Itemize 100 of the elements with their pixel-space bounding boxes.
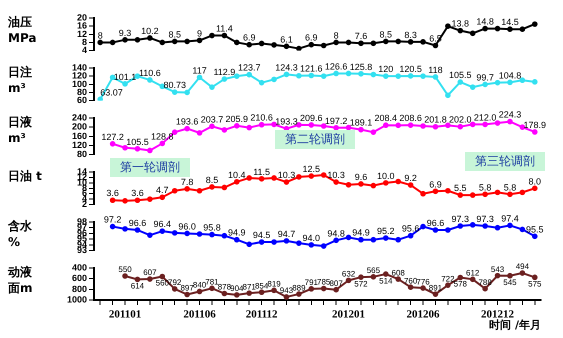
data-label: 6.9 [305, 32, 318, 43]
data-label: 560 [156, 278, 170, 288]
point [432, 74, 438, 80]
y-tick-label: 60 [76, 95, 87, 106]
data-label: 9.2 [404, 173, 417, 184]
data-label: 94.8 [327, 228, 345, 238]
point [520, 226, 526, 232]
point [532, 129, 538, 135]
y-tick-label: 16 [76, 20, 87, 31]
data-label: 543 [490, 264, 505, 274]
point [482, 191, 488, 198]
point [184, 126, 190, 132]
point [358, 40, 364, 46]
point [258, 176, 264, 182]
data-label: 13.8 [452, 18, 470, 29]
point [308, 286, 314, 292]
data-label: 105.5 [126, 136, 149, 147]
data-label: 97.3 [476, 214, 494, 224]
point [532, 21, 538, 27]
point [196, 188, 202, 194]
point [159, 194, 166, 200]
point [284, 179, 290, 185]
point [532, 234, 538, 240]
data-label: 12.5 [302, 164, 320, 174]
point [308, 173, 314, 179]
data-label: 95.2 [377, 226, 395, 236]
x-tick-label: 201201 [332, 308, 366, 320]
point [520, 270, 526, 276]
point [445, 23, 451, 29]
data-label: 178.9 [524, 120, 546, 130]
point [296, 240, 302, 246]
point [457, 274, 464, 280]
point [184, 186, 190, 192]
point [172, 230, 178, 236]
point [110, 40, 116, 46]
point [432, 42, 438, 48]
point [172, 188, 178, 194]
point [271, 122, 277, 128]
point [520, 26, 526, 32]
point [470, 192, 476, 198]
point [258, 40, 264, 46]
y-tick-label: 1000 [66, 294, 87, 304]
point [358, 181, 364, 187]
point [234, 40, 240, 46]
point [296, 291, 302, 297]
point [408, 39, 414, 45]
point [507, 272, 513, 279]
data-label: 494 [516, 262, 530, 272]
point [470, 276, 476, 282]
data-label: 97.2 [104, 214, 122, 225]
x-axis-title: 时间 /年月 [489, 318, 541, 332]
point [457, 28, 464, 34]
point [222, 32, 228, 38]
point [147, 148, 153, 154]
y-tick-label: 160 [72, 130, 87, 141]
data-label: 95.5 [526, 224, 544, 234]
point [420, 73, 426, 79]
data-label: 11.4 [216, 24, 233, 34]
data-label: 572 [354, 279, 368, 288]
point [432, 124, 438, 130]
x-tick-label: 201212 [481, 308, 515, 320]
point [308, 242, 314, 248]
point [333, 238, 339, 244]
point [494, 80, 500, 86]
point [246, 124, 252, 130]
point [296, 72, 302, 79]
point [97, 40, 104, 46]
data-label: 203.7 [200, 114, 224, 124]
data-label: 10.2 [141, 26, 159, 36]
point [395, 178, 402, 184]
point [494, 224, 500, 231]
point [134, 227, 140, 233]
point [333, 40, 339, 46]
y-tick-label: 20 [76, 12, 87, 22]
data-label: 8 [98, 30, 103, 40]
point [196, 130, 202, 136]
data-label: 96.0 [178, 221, 196, 232]
point [420, 123, 426, 129]
data-label: 5.8 [504, 182, 516, 192]
data-label: 104.8 [498, 70, 522, 80]
y-axis-title: 油压 MPa [8, 14, 38, 46]
point [395, 276, 402, 282]
data-label: 94.9 [228, 228, 246, 238]
point [284, 44, 290, 50]
point [258, 80, 264, 86]
point [258, 122, 264, 128]
point [432, 291, 438, 297]
y-tick-label: 200 [72, 122, 87, 132]
point [382, 271, 389, 277]
point [134, 197, 140, 204]
point [246, 242, 252, 248]
data-label: 123.7 [238, 62, 260, 73]
data-label: 126.6 [324, 61, 348, 72]
y-axis-title: 日液 m³ [8, 114, 33, 146]
data-label: 96.4 [154, 219, 172, 230]
point [482, 122, 488, 128]
data-label: 608 [392, 268, 406, 278]
data-label: 10.3 [327, 170, 345, 180]
point [346, 182, 352, 188]
data-label: 11.5 [253, 166, 270, 177]
